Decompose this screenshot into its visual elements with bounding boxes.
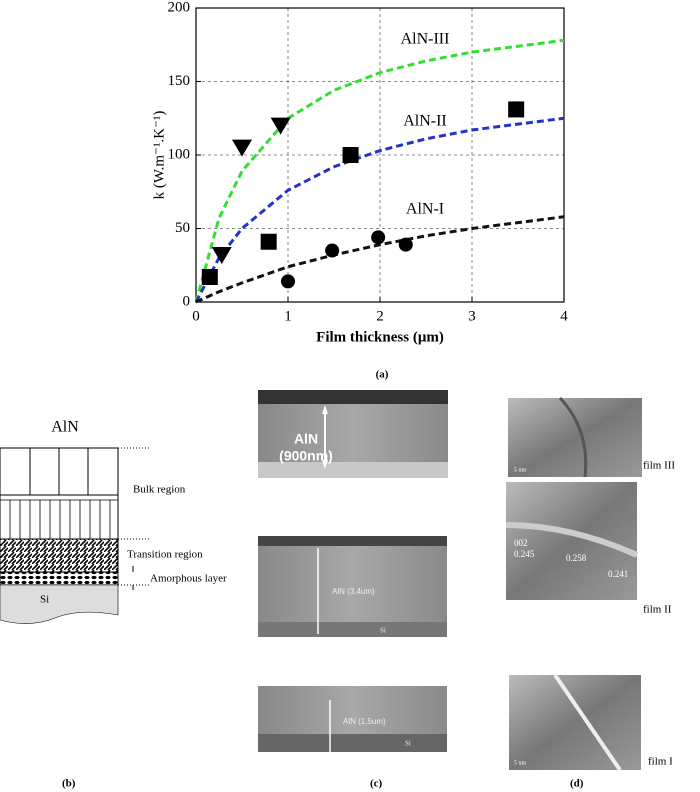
y-tick-label: 200 — [168, 0, 191, 15]
diagram-title: AlN — [51, 419, 79, 436]
film-label: film III — [643, 460, 675, 472]
image-label: (900nm) — [279, 448, 333, 464]
tem-image — [508, 398, 642, 477]
bulk-label: Bulk region — [133, 484, 186, 496]
y-tick-label: 0 — [183, 293, 191, 309]
film-label: film II — [643, 604, 672, 616]
x-tick-label: 1 — [284, 308, 292, 324]
film-label: film I — [648, 756, 673, 768]
x-tick-label: 0 — [192, 308, 200, 324]
scale-label: 5 nm — [514, 467, 527, 473]
data-point — [211, 246, 232, 264]
curve-label: AlN-I — [406, 201, 444, 218]
x-tick-label: 3 — [468, 308, 476, 324]
data-point — [325, 243, 340, 258]
scale-label: 5 nm — [514, 760, 527, 766]
layer-diagram: AlN Bulk region Transition region Amorph… — [0, 419, 227, 790]
panel-caption: (a) — [376, 369, 389, 381]
fit-curve — [194, 38, 565, 303]
data-point — [398, 237, 413, 252]
spacing-label: 0.258 — [566, 553, 587, 563]
data-point — [270, 117, 291, 135]
panel-caption: (d) — [570, 778, 584, 790]
data-point — [371, 230, 386, 245]
spacing-label: 0.245 — [514, 549, 535, 559]
curve-label: AlN-III — [401, 31, 450, 48]
y-tick-label: 150 — [168, 73, 191, 89]
image-label: AlN — [294, 431, 318, 447]
image-label: AlN (1.5um) — [343, 717, 386, 726]
y-tick-label: 50 — [175, 220, 190, 236]
plot-frame — [195, 7, 565, 303]
spacing-label: 0.241 — [608, 569, 628, 579]
tem-images: 5 nm film III 002 0.245 0.258 0.241 film… — [505, 396, 675, 790]
spacing-label: 002 — [514, 538, 528, 548]
data-point — [260, 233, 277, 250]
y-axis-label: k (W.m⁻¹.K⁻¹) — [151, 111, 167, 200]
data-point — [201, 269, 218, 286]
image-label: Si — [380, 627, 386, 635]
data-point — [232, 139, 252, 157]
sem-image — [258, 536, 447, 637]
x-axis-label: Film thickness (μm) — [316, 329, 444, 345]
x-tick-label: 2 — [376, 308, 384, 324]
transition-label: Transition region — [127, 549, 203, 561]
curve-label: AlN-II — [403, 113, 447, 130]
image-label: AlN (3.4um) — [332, 587, 375, 596]
x-tick-label: 4 — [560, 308, 568, 324]
fit-curve — [195, 215, 565, 304]
substrate-label: Si — [40, 594, 49, 606]
tem-image — [506, 482, 637, 600]
data-point — [342, 147, 359, 163]
sem-images: AlN (900nm) AlN (3.4um) Si AlN (1.5um) S… — [258, 390, 448, 790]
panel-caption: (c) — [370, 778, 383, 790]
image-label: Si — [405, 740, 411, 748]
data-point — [508, 101, 525, 118]
panel-caption: (b) — [62, 778, 76, 790]
y-tick-label: 100 — [168, 146, 191, 162]
amorphous-label: Amorphous layer — [150, 573, 227, 585]
tem-image — [509, 675, 641, 770]
data-point — [281, 274, 295, 289]
